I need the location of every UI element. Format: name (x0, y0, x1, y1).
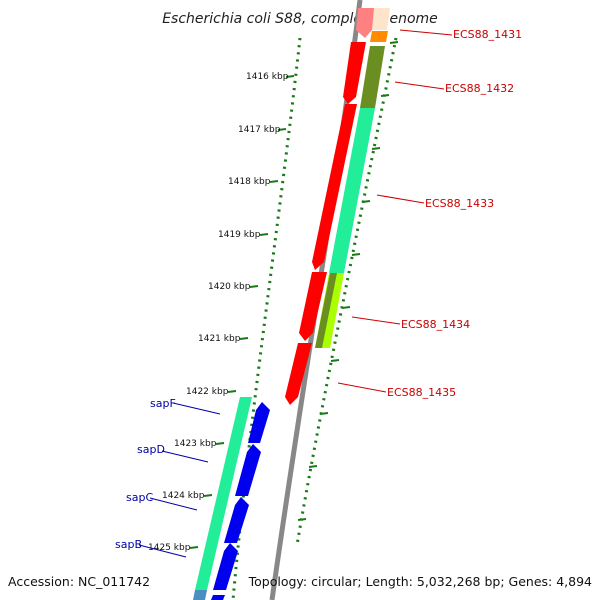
tick-label: 1423 kbp (174, 439, 217, 449)
gene-label-ECS88-1434[interactable]: ECS88_1434 (401, 318, 470, 331)
gene-arrow-sapD[interactable] (235, 444, 261, 496)
tick-label: 1425 kbp (148, 543, 191, 553)
gene-arrow-sapF[interactable] (248, 402, 270, 443)
tick-mark (249, 285, 259, 288)
tick-mark (361, 200, 371, 203)
kbp-ticks: 1416 kbp 1417 kbp 1418 kbp 1419 kbp 1420… (148, 72, 295, 553)
label-leader (172, 402, 221, 415)
left-gene-labels: sapF sapD sapC sapB (115, 397, 221, 558)
tick-mark (371, 147, 381, 150)
gene-label-sapF[interactable]: sapF (150, 397, 176, 410)
cog-block (315, 273, 337, 348)
gene-arrow-ECS88-1435[interactable] (285, 343, 312, 405)
gene-arrow-ECS88-1432[interactable] (343, 42, 366, 104)
tick-mark (330, 359, 340, 362)
outer-ticks (297, 41, 399, 521)
tick-mark (308, 465, 318, 468)
gene-arrow-ECS88-1434[interactable] (299, 272, 327, 341)
gene-label-ECS88-1435[interactable]: ECS88_1435 (387, 386, 456, 399)
gene-label-ECS88-1432[interactable]: ECS88_1432 (445, 82, 514, 95)
tick-mark (269, 180, 279, 183)
tick-mark (285, 75, 295, 78)
gene-label-ECS88-1433[interactable]: ECS88_1433 (425, 197, 494, 210)
right-gene-labels: ECS88_1431 ECS88_1432 ECS88_1433 ECS88_1… (337, 28, 522, 399)
gene-label-sapB[interactable]: sapB (115, 538, 142, 551)
tick-label: 1420 kbp (208, 282, 251, 292)
tick-mark (351, 253, 361, 256)
tick-mark (239, 337, 249, 340)
tick-mark (277, 128, 287, 131)
gene-arrow-sapC[interactable] (224, 497, 249, 543)
tick-mark (389, 41, 399, 44)
cog-block (360, 46, 385, 108)
label-leader (399, 29, 453, 36)
cog-block (195, 397, 252, 590)
tick-label: 1418 kbp (228, 177, 271, 187)
map-title: Escherichia coli S88, complete genome (162, 11, 438, 27)
tick-label: 1417 kbp (238, 125, 281, 135)
accession-text: Accession: NC_011742 (8, 574, 150, 589)
tick-mark (203, 494, 213, 497)
forward-cds-track (285, 8, 374, 405)
gene-arrow-sapB[interactable] (213, 543, 238, 590)
gene-label-ECS88-1431[interactable]: ECS88_1431 (453, 28, 522, 41)
cog-block (329, 108, 375, 273)
label-leader (138, 544, 187, 558)
label-leader (337, 382, 387, 393)
tick-mark (297, 518, 307, 521)
gene-arrow-ECS88-1433[interactable] (312, 104, 357, 270)
label-leader (376, 194, 425, 204)
cog-block (370, 31, 388, 42)
gene-arrow-ECS88-1431[interactable] (356, 8, 374, 38)
cog-block (193, 590, 207, 600)
tick-label: 1419 kbp (218, 230, 261, 240)
gene-label-sapD[interactable]: sapD (137, 443, 165, 456)
cog-track-right (315, 8, 390, 348)
reverse-cds-track (211, 402, 270, 600)
tick-mark (215, 442, 225, 445)
label-leader (161, 450, 209, 463)
gene-label-sapC[interactable]: sapC (126, 491, 153, 504)
label-leader (394, 81, 445, 90)
label-leader (149, 497, 198, 511)
tick-mark (380, 94, 390, 97)
tick-mark (259, 233, 269, 236)
tick-mark (319, 412, 329, 415)
tick-label: 1421 kbp (198, 334, 241, 344)
tick-label: 1416 kbp (246, 72, 289, 82)
cog-track-left (193, 397, 252, 600)
tick-mark (341, 306, 351, 309)
tick-mark (227, 390, 237, 393)
tick-label: 1422 kbp (186, 387, 229, 397)
tick-label: 1424 kbp (162, 491, 205, 501)
label-leader (351, 316, 401, 325)
gene-arrow-sapA[interactable] (211, 595, 225, 600)
tick-mark (189, 546, 199, 549)
genome-summary-text: Topology: circular; Length: 5,032,268 bp… (248, 574, 592, 589)
cog-block (371, 8, 390, 30)
